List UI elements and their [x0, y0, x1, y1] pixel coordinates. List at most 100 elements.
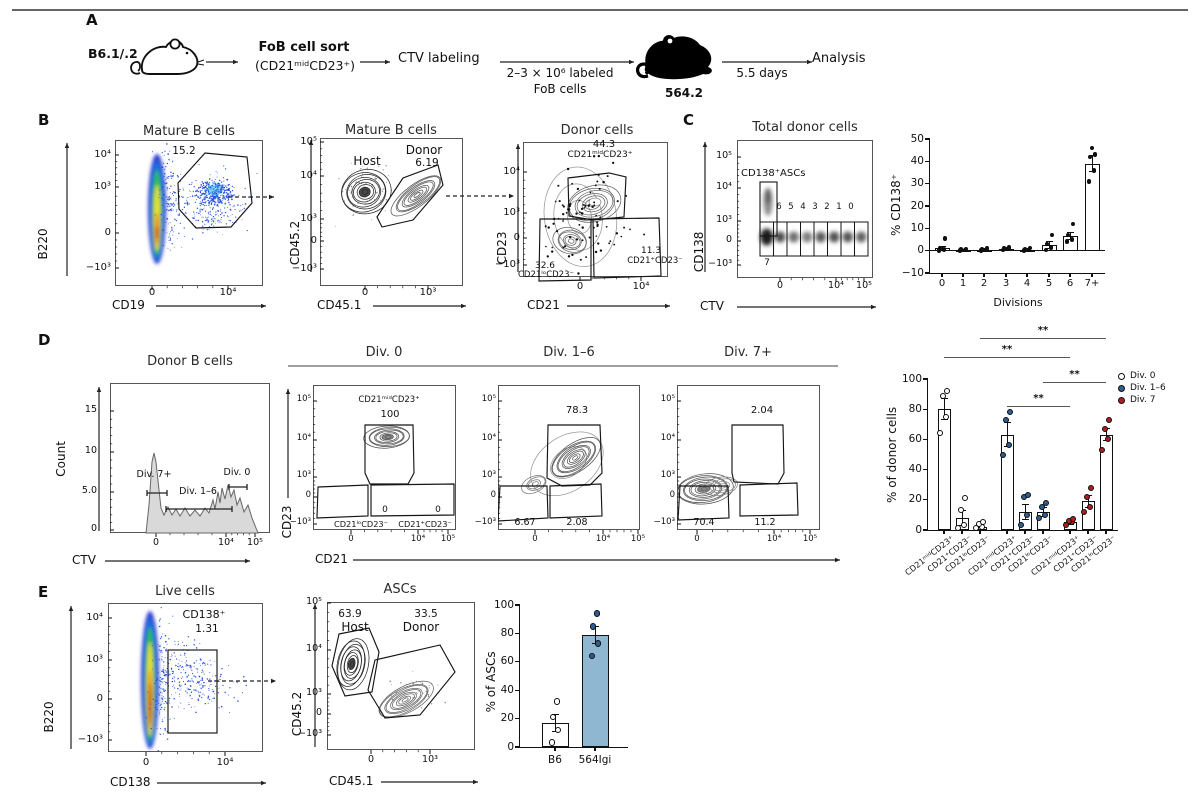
y-tick-d0: 0: [90, 523, 97, 534]
x-tick-b3: 0: [576, 281, 584, 292]
division-legend: Div. 0 Div. 1–6 Div. 7: [1118, 370, 1166, 406]
error-bar: [594, 626, 596, 644]
mouse-black-icon: [636, 35, 712, 80]
x-tick-c1: 10⁴: [828, 280, 844, 291]
ctv-step-label: CTV labeling: [398, 51, 480, 66]
histogram-y-axis-label: Count: [54, 441, 69, 477]
y-tick-d2: 10⁵: [481, 394, 496, 404]
data-point: [1006, 442, 1012, 449]
data-point: [593, 610, 601, 617]
flow-plot-b1: [115, 140, 263, 290]
chart-y-tick: [515, 604, 520, 606]
data-point: [1086, 179, 1092, 184]
data-point: [1064, 239, 1070, 244]
flow-plot-d0: [110, 383, 270, 537]
legend-row-div0: Div. 0: [1118, 370, 1166, 382]
div0-bl-gate-value: 0: [382, 505, 388, 515]
data-point: [1036, 514, 1042, 521]
x-tick-d3: 0: [694, 534, 700, 544]
significance-label: **: [1069, 369, 1080, 380]
plot-b2-donor-value: 6.19: [415, 157, 439, 169]
y-tick-d0: 10: [84, 445, 97, 456]
chart-y-tick: [923, 469, 928, 471]
y-tick-c1: 0: [725, 234, 732, 245]
data-point: [958, 507, 964, 514]
chart-y-tick: [925, 183, 930, 185]
data-point: [1000, 451, 1006, 458]
data-point: [1048, 245, 1054, 250]
error-cap-top: [938, 245, 946, 247]
strain-label: B6.1/.2: [88, 46, 138, 61]
chart-cat-tick: [1069, 273, 1071, 277]
bin-label-0: 0: [848, 202, 854, 212]
data-point: [1049, 232, 1055, 238]
data-point: [1025, 492, 1031, 499]
significance-label: **: [1001, 344, 1013, 355]
chart-y-tick-label: 80: [500, 626, 514, 639]
chart-cat-tick: [979, 530, 981, 534]
y-tick-d2: −10³: [474, 517, 496, 527]
chart-cat-tick: [1026, 273, 1028, 277]
chart-cat-tick: [1105, 530, 1107, 534]
chart-zero-baseline: [930, 249, 1105, 252]
chart-cat-tick: [1024, 530, 1026, 534]
data-point: [1027, 245, 1033, 250]
x-tick-d2: 10⁵: [630, 534, 646, 544]
significance-bracket: [980, 338, 1106, 340]
data-point: [963, 246, 969, 252]
div16-top-gate-value: 78.3: [565, 405, 589, 416]
sort-step-subtitle: (CD21ᵐⁱᵈCD23⁺): [255, 58, 355, 73]
column-header-div7: Div. 7+: [724, 345, 772, 360]
x-tick-e1: 0: [142, 757, 150, 768]
panel-b-label: B: [38, 111, 50, 129]
transfer-amount-line1: 2–3 × 10⁶ labeled: [506, 66, 614, 80]
plot-b3-top-gate-value: 44.3: [592, 139, 616, 150]
y-tick-d0: 5.0: [81, 485, 97, 496]
data-point: [1044, 241, 1050, 247]
chart-y-tick: [925, 205, 930, 207]
x-tick-b2: 10³: [419, 287, 437, 298]
column-header-div0: Div. 0: [365, 345, 403, 360]
data-point: [1092, 152, 1098, 157]
flow-plot-d2: [498, 385, 640, 534]
data-point: [1065, 232, 1071, 238]
chart-cat-label: 0: [938, 278, 946, 289]
y-tick-d3: 10⁴: [660, 433, 675, 443]
chart-y-tick-label: 20: [908, 493, 922, 506]
x-tick-d3: 10⁵: [802, 534, 818, 544]
y-tick-b3: 10³: [503, 207, 520, 218]
div0-top-gate-value: 100: [380, 409, 400, 420]
x-tick-b1: 0: [148, 287, 156, 298]
x-tick-e2: 0: [367, 754, 375, 765]
data-point: [1043, 247, 1049, 253]
y-tick-b2: 10⁴: [300, 170, 317, 181]
y-tick-d3: −10³: [653, 517, 675, 527]
chart-y-tick-label: 0: [917, 244, 924, 257]
chart-y-tick-label: 50: [910, 132, 924, 145]
plot-e1-gate-value: 1.31: [195, 623, 219, 635]
y-tick-d1: 10³: [296, 470, 311, 480]
x-tick-b1: 10⁴: [219, 287, 237, 298]
error-cap-top: [1066, 232, 1074, 234]
legend-row-div16: Div. 1–6: [1118, 382, 1166, 394]
data-point: [1069, 237, 1075, 242]
panel-a-label: A: [86, 11, 98, 29]
flow-plot-b3: [523, 142, 668, 282]
div0-br-gate-label: CD21⁺CD23⁻: [398, 519, 452, 529]
chart-cat-tick: [962, 273, 964, 277]
data-point: [554, 726, 562, 734]
data-point: [1039, 504, 1045, 511]
y-tick-e1: 10³: [86, 654, 103, 665]
div7-br-gate-value: 11.2: [754, 517, 776, 528]
chart-x-axis: [519, 747, 628, 749]
chart-cat-label: 4: [1023, 278, 1031, 289]
chart-cat-tick: [1069, 530, 1071, 534]
chart-y-tick-label: 0: [507, 740, 514, 753]
plot-b3-title: Donor cells: [560, 123, 634, 138]
bin-label-3: 3: [812, 202, 818, 212]
chart-c-x-axis-label: Divisions: [993, 296, 1043, 309]
x-tick-b3: 10⁴: [632, 281, 650, 292]
chart-y-tick-label: 40: [908, 463, 922, 476]
error-cap-top: [1045, 241, 1053, 243]
plot-b2-x-axis-label: CD45.1: [317, 298, 362, 312]
